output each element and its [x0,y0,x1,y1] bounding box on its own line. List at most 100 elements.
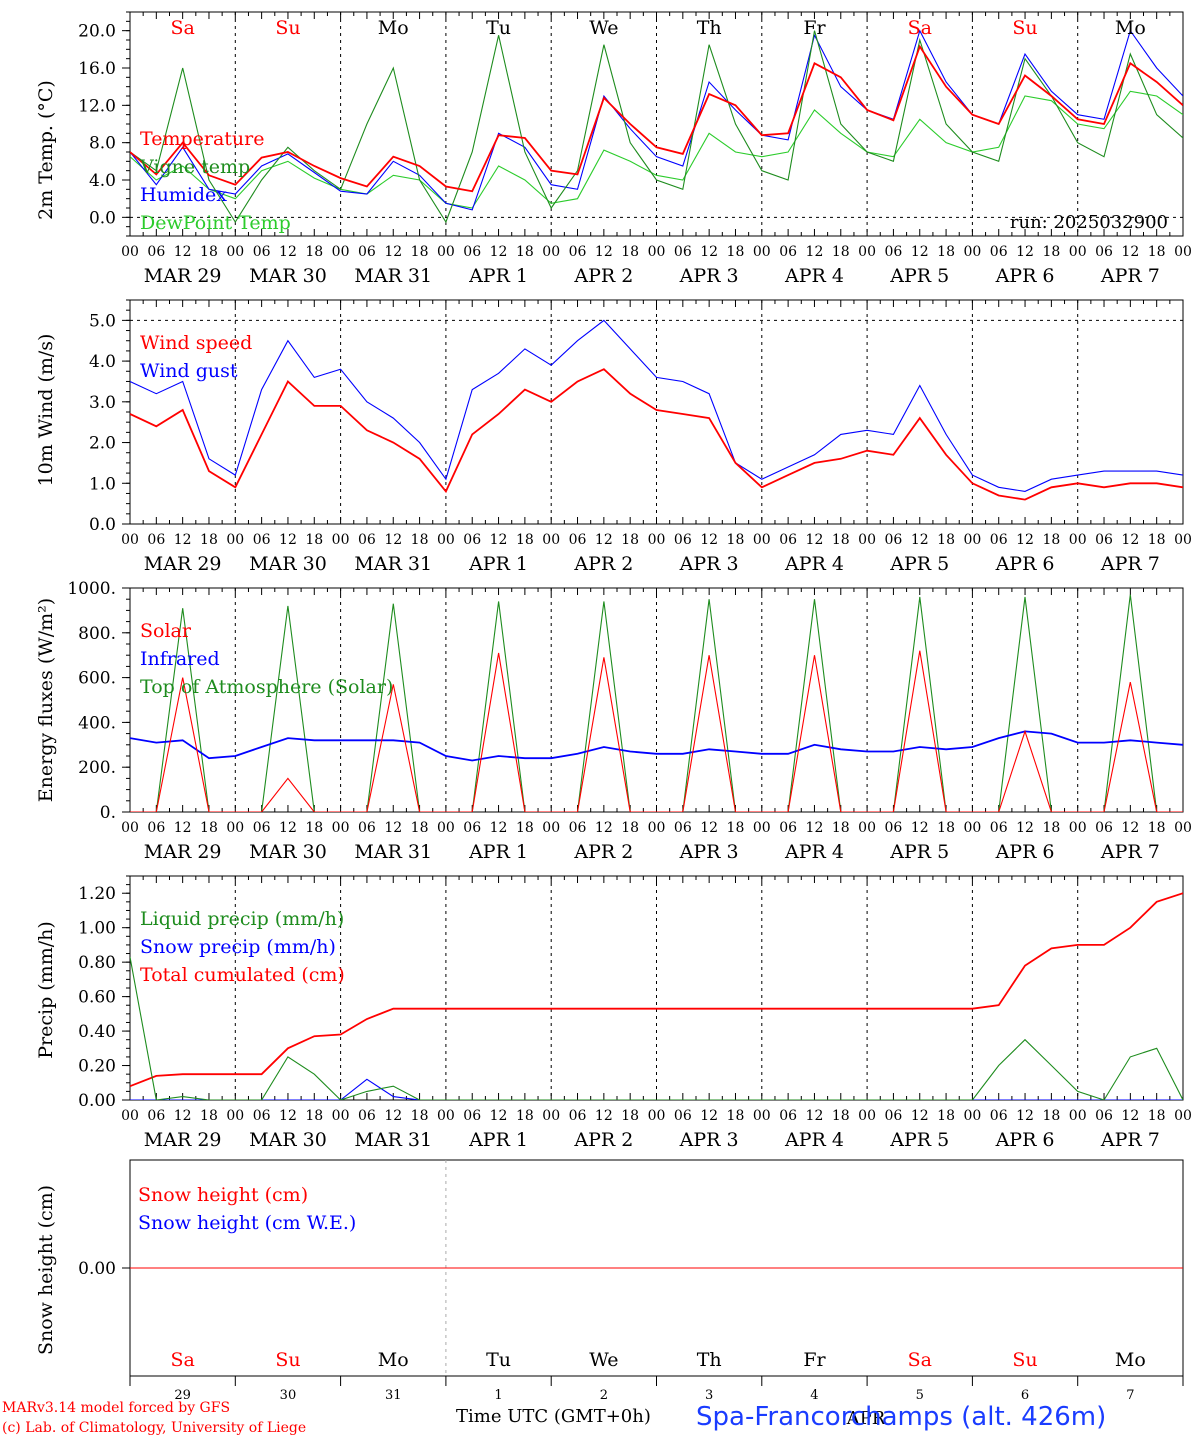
date-tick-label: APR 6 [995,265,1055,287]
y-axis-label: 2m Temp. (°C) [35,80,57,220]
hour-tick-label: 12 [595,244,613,260]
hour-tick-label: 18 [411,1108,429,1124]
date-tick-label: MAR 29 [144,265,222,287]
hour-tick-label: 18 [200,820,218,836]
date-tick-label: APR 2 [573,265,633,287]
hour-tick-label: 06 [358,1108,376,1124]
series-line [130,44,1183,193]
date-tick-label: MAR 30 [249,553,327,575]
weekday-label: Su [275,17,300,39]
y-tick-label: 0.40 [78,1022,116,1042]
hour-tick-label: 00 [226,532,244,548]
hour-tick-label: 00 [332,532,350,548]
hour-tick-label: 12 [384,820,402,836]
hour-tick-label: 18 [937,1108,955,1124]
hour-tick-label: 12 [279,1108,297,1124]
date-tick-label: APR 5 [889,1129,949,1151]
hour-tick-label: 18 [1148,532,1166,548]
hour-tick-label: 06 [1095,244,1113,260]
hour-tick-label: 06 [147,532,165,548]
hour-tick-label: 06 [674,244,692,260]
hour-tick-label: 00 [963,532,981,548]
series-line [130,650,1183,812]
hour-tick-label: 18 [411,532,429,548]
day-number-label: 1 [494,1388,502,1403]
hour-tick-label: 06 [358,244,376,260]
hour-tick-label: 18 [832,244,850,260]
y-tick-label: 4.0 [89,171,116,191]
hour-tick-label: 00 [648,820,666,836]
copyright-credit: (c) Lab. of Climatology, University of L… [2,1420,307,1436]
date-tick-label: APR 2 [573,553,633,575]
series-line [130,368,1183,501]
y-tick-label: 200. [78,758,116,778]
y-tick-label: 2.0 [89,434,116,454]
legend-entry: Top of Atmosphere (Solar) [140,676,393,698]
hour-tick-label: 18 [411,244,429,260]
y-tick-label: 0.0 [89,208,116,228]
hour-tick-label: 12 [1121,244,1139,260]
hour-tick-label: 00 [121,244,139,260]
hour-tick-label: 00 [332,1108,350,1124]
y-tick-label: 8.0 [89,134,116,154]
hour-tick-label: 06 [885,1108,903,1124]
hour-tick-label: 06 [990,1108,1008,1124]
date-tick-label: APR 1 [468,841,528,863]
legend-entry: Temperature [140,128,264,150]
hour-tick-label: 06 [463,532,481,548]
hour-tick-label: 18 [200,244,218,260]
hour-tick-label: 12 [490,1108,508,1124]
hour-tick-label: 18 [937,820,955,836]
hour-tick-label: 18 [727,532,745,548]
hour-tick-label: 06 [147,820,165,836]
hour-tick-label: 12 [490,820,508,836]
hour-tick-label: 18 [516,1108,534,1124]
date-tick-label: APR 4 [784,265,844,287]
y-tick-label: 1.00 [78,919,116,939]
date-tick-label: APR 4 [784,841,844,863]
hour-tick-label: 12 [174,532,192,548]
legend-entry: Solar [140,620,192,642]
y-tick-label: 0. [100,803,116,823]
legend-entry: Infrared [140,648,220,670]
hour-tick-label: 18 [305,532,323,548]
hour-tick-label: 06 [253,820,271,836]
run-label: run: 2025032900 [1010,212,1168,233]
day-number-label: 29 [174,1388,191,1403]
series-line [130,29,1183,211]
hour-tick-label: 00 [1069,1108,1087,1124]
hour-tick-label: 00 [542,820,560,836]
hour-tick-label: 18 [200,1108,218,1124]
hour-tick-label: 12 [490,244,508,260]
y-tick-label: 1.0 [89,474,116,494]
hour-tick-label: 12 [384,244,402,260]
hour-tick-label: 12 [174,244,192,260]
hour-tick-label: 00 [437,820,455,836]
hour-tick-label: 18 [727,244,745,260]
hour-tick-label: 06 [569,820,587,836]
day-number-label: 5 [916,1388,924,1403]
hour-tick-label: 12 [1121,532,1139,548]
weekday-label: Sa [170,1349,194,1371]
y-axis-label: Snow height (cm) [35,1185,57,1355]
hour-tick-label: 18 [305,244,323,260]
hour-tick-label: 00 [1174,532,1192,548]
date-tick-label: APR 5 [889,265,949,287]
hour-tick-label: 06 [674,1108,692,1124]
hour-tick-label: 00 [542,532,560,548]
date-tick-label: APR 3 [679,1129,739,1151]
hour-tick-label: 00 [437,532,455,548]
date-tick-label: APR 3 [679,553,739,575]
date-tick-label: APR 6 [995,553,1055,575]
hour-tick-label: 12 [1016,1108,1034,1124]
date-tick-label: APR 1 [468,553,528,575]
hour-tick-label: 06 [779,532,797,548]
hour-tick-label: 06 [569,532,587,548]
legend-entry: Wind speed [140,332,252,354]
hour-tick-label: 06 [885,532,903,548]
legend-entry: Humidex [140,184,227,206]
legend-entry: Vigne temp [139,156,250,178]
day-number-label: 2 [600,1388,608,1403]
hour-tick-label: 12 [911,820,929,836]
hour-tick-label: 00 [753,1108,771,1124]
